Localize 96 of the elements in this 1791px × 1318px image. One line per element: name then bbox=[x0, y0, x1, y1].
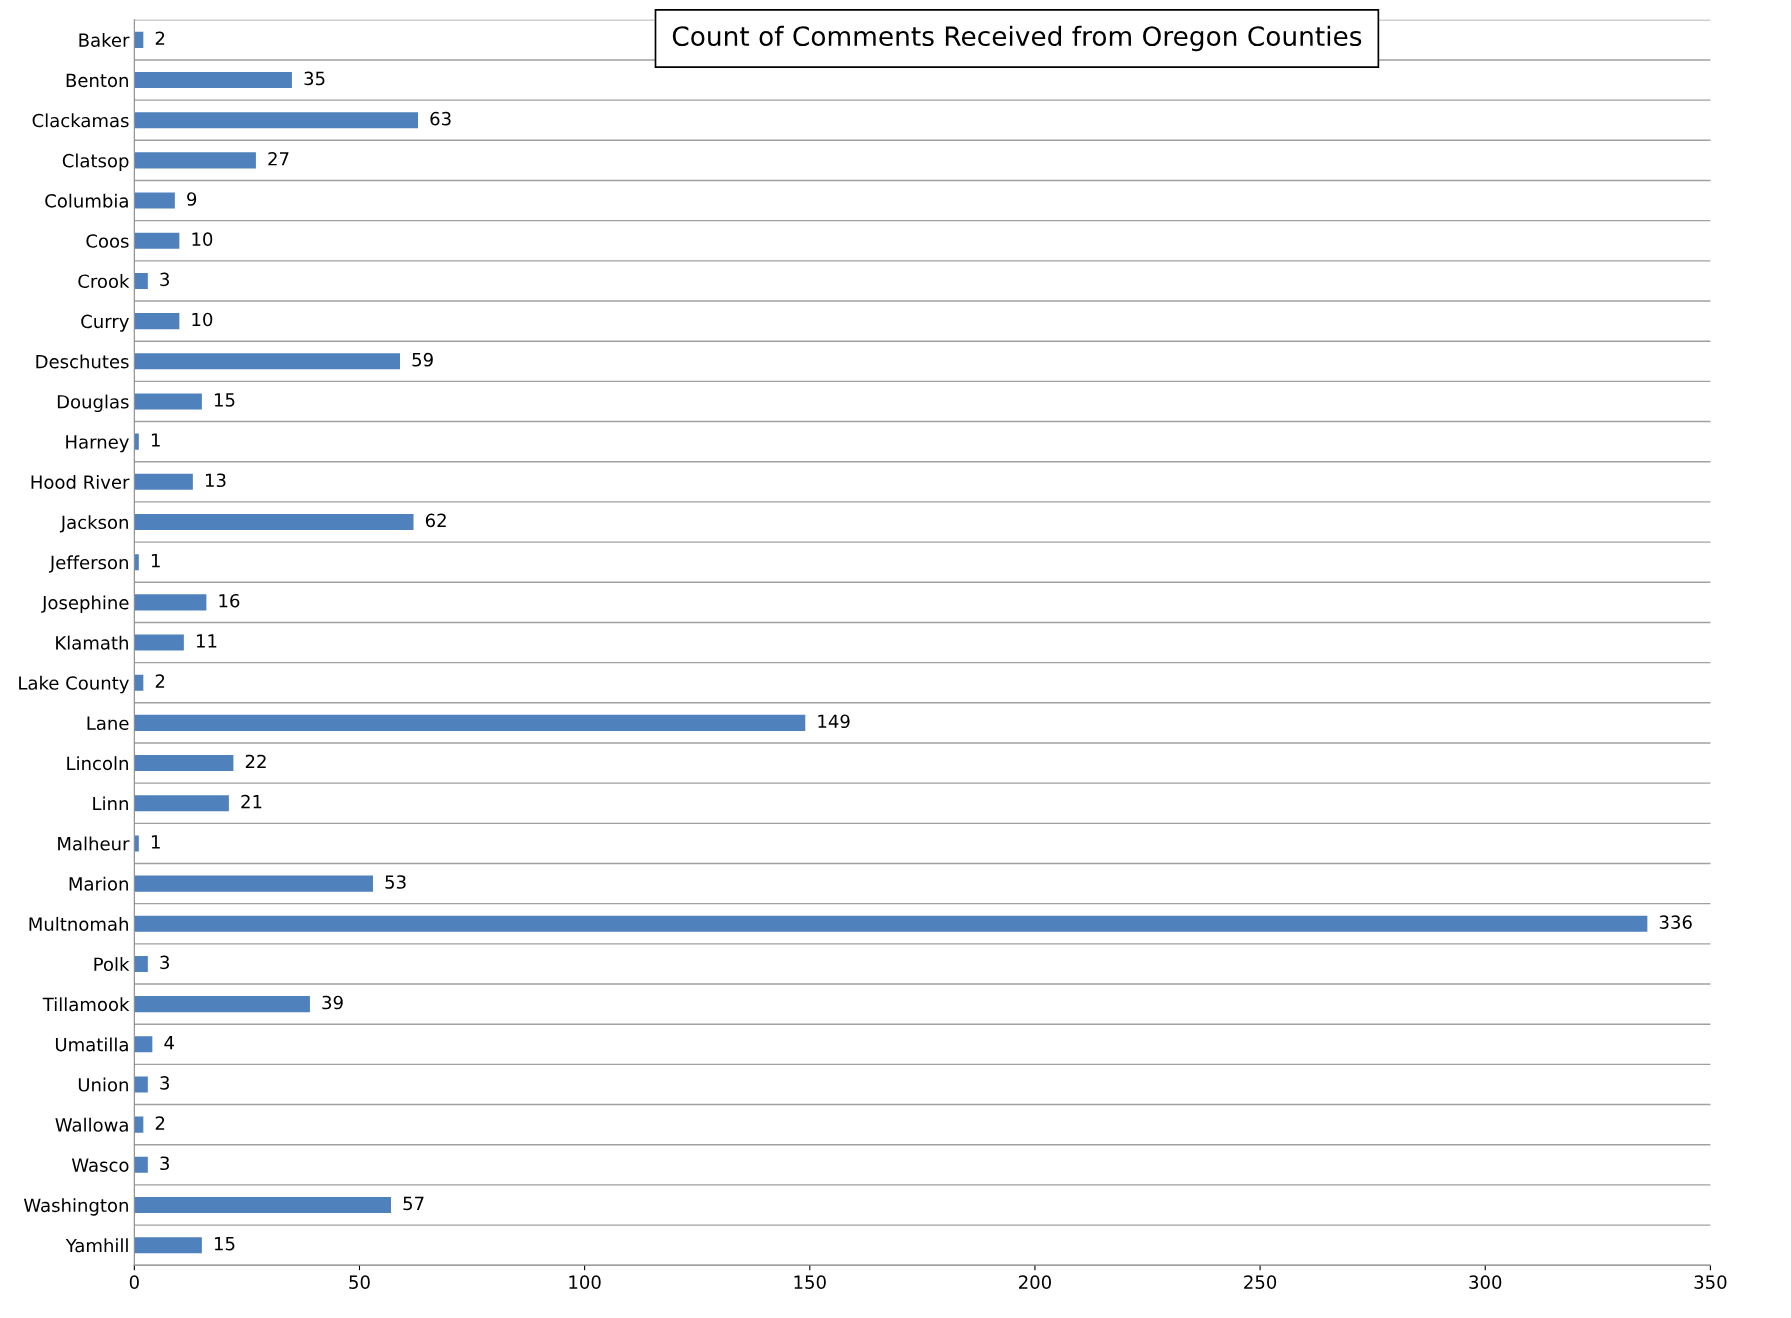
data-label: 53 bbox=[385, 875, 406, 889]
data-label: 15 bbox=[214, 393, 235, 407]
data-label: 57 bbox=[403, 1196, 424, 1211]
bar bbox=[134, 996, 310, 1013]
y-tick-label: Clatsop bbox=[62, 153, 129, 172]
x-tick-label: 100 bbox=[569, 1275, 601, 1289]
y-tick-label: Wallowa bbox=[55, 1117, 128, 1132]
chart-title: Count of Comments Received from Oregon Counties bbox=[672, 25, 1362, 52]
bar bbox=[134, 1156, 148, 1173]
bar bbox=[134, 353, 401, 370]
data-label: 1 bbox=[151, 553, 160, 568]
data-label: 2 bbox=[155, 31, 165, 45]
bar bbox=[134, 875, 373, 892]
bar bbox=[134, 1036, 153, 1053]
x-tick-label: 250 bbox=[1244, 1275, 1277, 1289]
data-label: 4 bbox=[164, 1036, 174, 1050]
y-tick-label: Coos bbox=[86, 234, 129, 248]
data-label: 3 bbox=[160, 1076, 169, 1090]
y-tick-label: Linn bbox=[93, 796, 128, 811]
data-label: 2 bbox=[155, 674, 165, 688]
data-label: 22 bbox=[245, 754, 266, 769]
bar bbox=[134, 72, 292, 89]
data-label: 62 bbox=[425, 513, 446, 528]
y-tick-label: Polk bbox=[94, 957, 130, 972]
data-label: 13 bbox=[205, 473, 226, 488]
y-tick-label: Washington bbox=[23, 1198, 128, 1216]
bar bbox=[134, 955, 148, 972]
data-label: 35 bbox=[304, 71, 325, 86]
data-label: 27 bbox=[268, 151, 289, 166]
bar bbox=[134, 594, 207, 611]
data-label: 10 bbox=[192, 312, 213, 327]
bar bbox=[134, 1196, 391, 1214]
bar bbox=[134, 755, 234, 772]
y-tick-label: Malheur bbox=[58, 836, 130, 851]
bar bbox=[134, 232, 180, 249]
data-label: 3 bbox=[160, 1156, 169, 1171]
x-tick-label: 350 bbox=[1694, 1275, 1727, 1289]
bar bbox=[134, 915, 1648, 932]
data-label: 11 bbox=[196, 634, 217, 648]
x-tick-label: 200 bbox=[1019, 1275, 1051, 1289]
data-label: 3 bbox=[160, 955, 169, 970]
bar bbox=[134, 714, 806, 731]
y-tick-label: Umatilla bbox=[55, 1037, 128, 1052]
bar bbox=[134, 272, 148, 289]
y-tick-label: Wasco bbox=[71, 1158, 129, 1172]
bar bbox=[134, 1237, 202, 1254]
bar bbox=[134, 112, 419, 129]
data-label: 39 bbox=[322, 995, 343, 1010]
y-tick-label: Harney bbox=[66, 435, 129, 453]
bar bbox=[134, 795, 229, 812]
bar bbox=[134, 634, 184, 651]
data-label: 1 bbox=[151, 835, 160, 849]
y-tick-label: Deschutes bbox=[36, 354, 129, 369]
y-tick-label: Lincoln bbox=[67, 756, 128, 771]
y-tick-label: Baker bbox=[79, 33, 130, 47]
y-tick-label: Lane bbox=[87, 716, 129, 730]
y-tick-label: Lake County bbox=[19, 675, 129, 694]
data-label: 336 bbox=[1659, 915, 1692, 930]
y-tick-label: Columbia bbox=[45, 193, 128, 208]
y-tick-label: Marion bbox=[69, 876, 128, 891]
data-label: 149 bbox=[818, 714, 850, 729]
y-tick-label: Benton bbox=[66, 73, 128, 88]
data-label: 16 bbox=[219, 593, 240, 608]
data-label: 1 bbox=[151, 433, 160, 447]
y-tick-label: Yamhill bbox=[65, 1238, 128, 1253]
y-tick-label: Jackson bbox=[59, 515, 128, 533]
bar bbox=[134, 393, 202, 410]
data-label: 10 bbox=[192, 232, 213, 246]
y-tick-label: Multnomah bbox=[29, 916, 128, 931]
data-label: 59 bbox=[412, 352, 433, 367]
y-tick-label: Tillamook bbox=[42, 997, 130, 1012]
y-tick-label: Clackamas bbox=[32, 113, 129, 128]
bar bbox=[134, 192, 175, 209]
y-tick-label: Douglas bbox=[57, 394, 129, 413]
y-tick-label: Crook bbox=[78, 274, 130, 289]
y-tick-label: Josephine bbox=[41, 595, 129, 613]
x-tick-label: 50 bbox=[349, 1275, 370, 1289]
data-label: 21 bbox=[241, 794, 262, 809]
y-tick-label: Curry bbox=[81, 314, 129, 332]
data-label: 9 bbox=[187, 192, 197, 206]
bar bbox=[134, 1076, 148, 1093]
bar bbox=[134, 152, 256, 169]
y-tick-label: Jefferson bbox=[48, 555, 128, 573]
x-tick-label: 150 bbox=[794, 1275, 826, 1289]
x-tick-label: 300 bbox=[1469, 1275, 1502, 1289]
y-tick-label: Union bbox=[78, 1077, 128, 1092]
bar bbox=[134, 313, 180, 330]
y-tick-label: Klamath bbox=[56, 635, 128, 650]
bar bbox=[134, 513, 414, 531]
data-label: 15 bbox=[214, 1237, 235, 1251]
bar bbox=[134, 473, 193, 490]
x-tick-label: 0 bbox=[129, 1275, 139, 1289]
data-label: 2 bbox=[155, 1116, 165, 1130]
data-label: 3 bbox=[160, 272, 169, 287]
data-label: 63 bbox=[430, 111, 451, 126]
y-tick-label: Hood River bbox=[31, 474, 130, 489]
